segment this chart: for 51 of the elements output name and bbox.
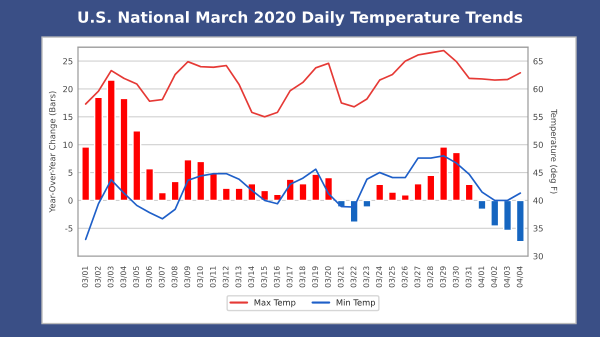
bar: [81, 146, 90, 202]
bar: [106, 79, 116, 202]
y2-tick-label: 50: [534, 142, 543, 148]
legend-label: Min Temp: [336, 299, 376, 308]
bar: [234, 187, 244, 202]
y2-tick-label: 45: [533, 170, 543, 176]
y-tick-label: 25: [63, 58, 72, 64]
y-tick-label: 10: [63, 142, 73, 148]
y2-tick-label: 65: [533, 58, 543, 64]
bar: [439, 146, 448, 202]
y2-tick-label: 35: [533, 225, 543, 232]
y-tick-label: 15: [63, 114, 72, 120]
legend-label: Max Temp: [254, 299, 296, 308]
y2-tick-label: 30: [533, 253, 543, 260]
y-tick-label: 0: [68, 197, 73, 204]
y2-tick-label: 40: [533, 197, 543, 204]
bar: [516, 200, 525, 242]
bar: [388, 191, 398, 202]
y-axis-title: Year-Over-Year Change (Bars): [48, 91, 57, 213]
chart-title: U.S. National March 2020 Daily Temperature Trends: [78, 11, 522, 26]
bar: [375, 184, 384, 202]
bar: [350, 200, 359, 223]
bar: [94, 96, 103, 202]
bar: [400, 194, 410, 202]
bar: [464, 184, 474, 202]
bar: [362, 200, 372, 208]
bar: [414, 182, 423, 202]
bar: [298, 182, 308, 202]
bar: [208, 172, 218, 202]
y2-tick-label: 60: [533, 86, 543, 92]
bar: [222, 187, 231, 202]
bar: [170, 180, 180, 202]
bar: [503, 200, 512, 232]
bar: [196, 160, 206, 202]
bar: [311, 174, 320, 202]
bar: [490, 200, 500, 227]
bar: [426, 174, 436, 202]
bar: [119, 98, 129, 202]
bar: [477, 200, 487, 210]
y2-tick-label: 55: [534, 114, 543, 120]
bar: [145, 168, 154, 202]
bar: [183, 159, 192, 202]
bar: [132, 130, 142, 202]
line-series: [84, 50, 522, 118]
y-tick-label: -5: [65, 225, 72, 232]
bar: [158, 192, 167, 202]
y2-axis-title: Temperature (deg F): [549, 109, 558, 194]
y-tick-label: 5: [68, 170, 72, 176]
line-series: [84, 154, 522, 240]
y-tick-label: 20: [63, 86, 73, 92]
bar: [452, 152, 461, 202]
